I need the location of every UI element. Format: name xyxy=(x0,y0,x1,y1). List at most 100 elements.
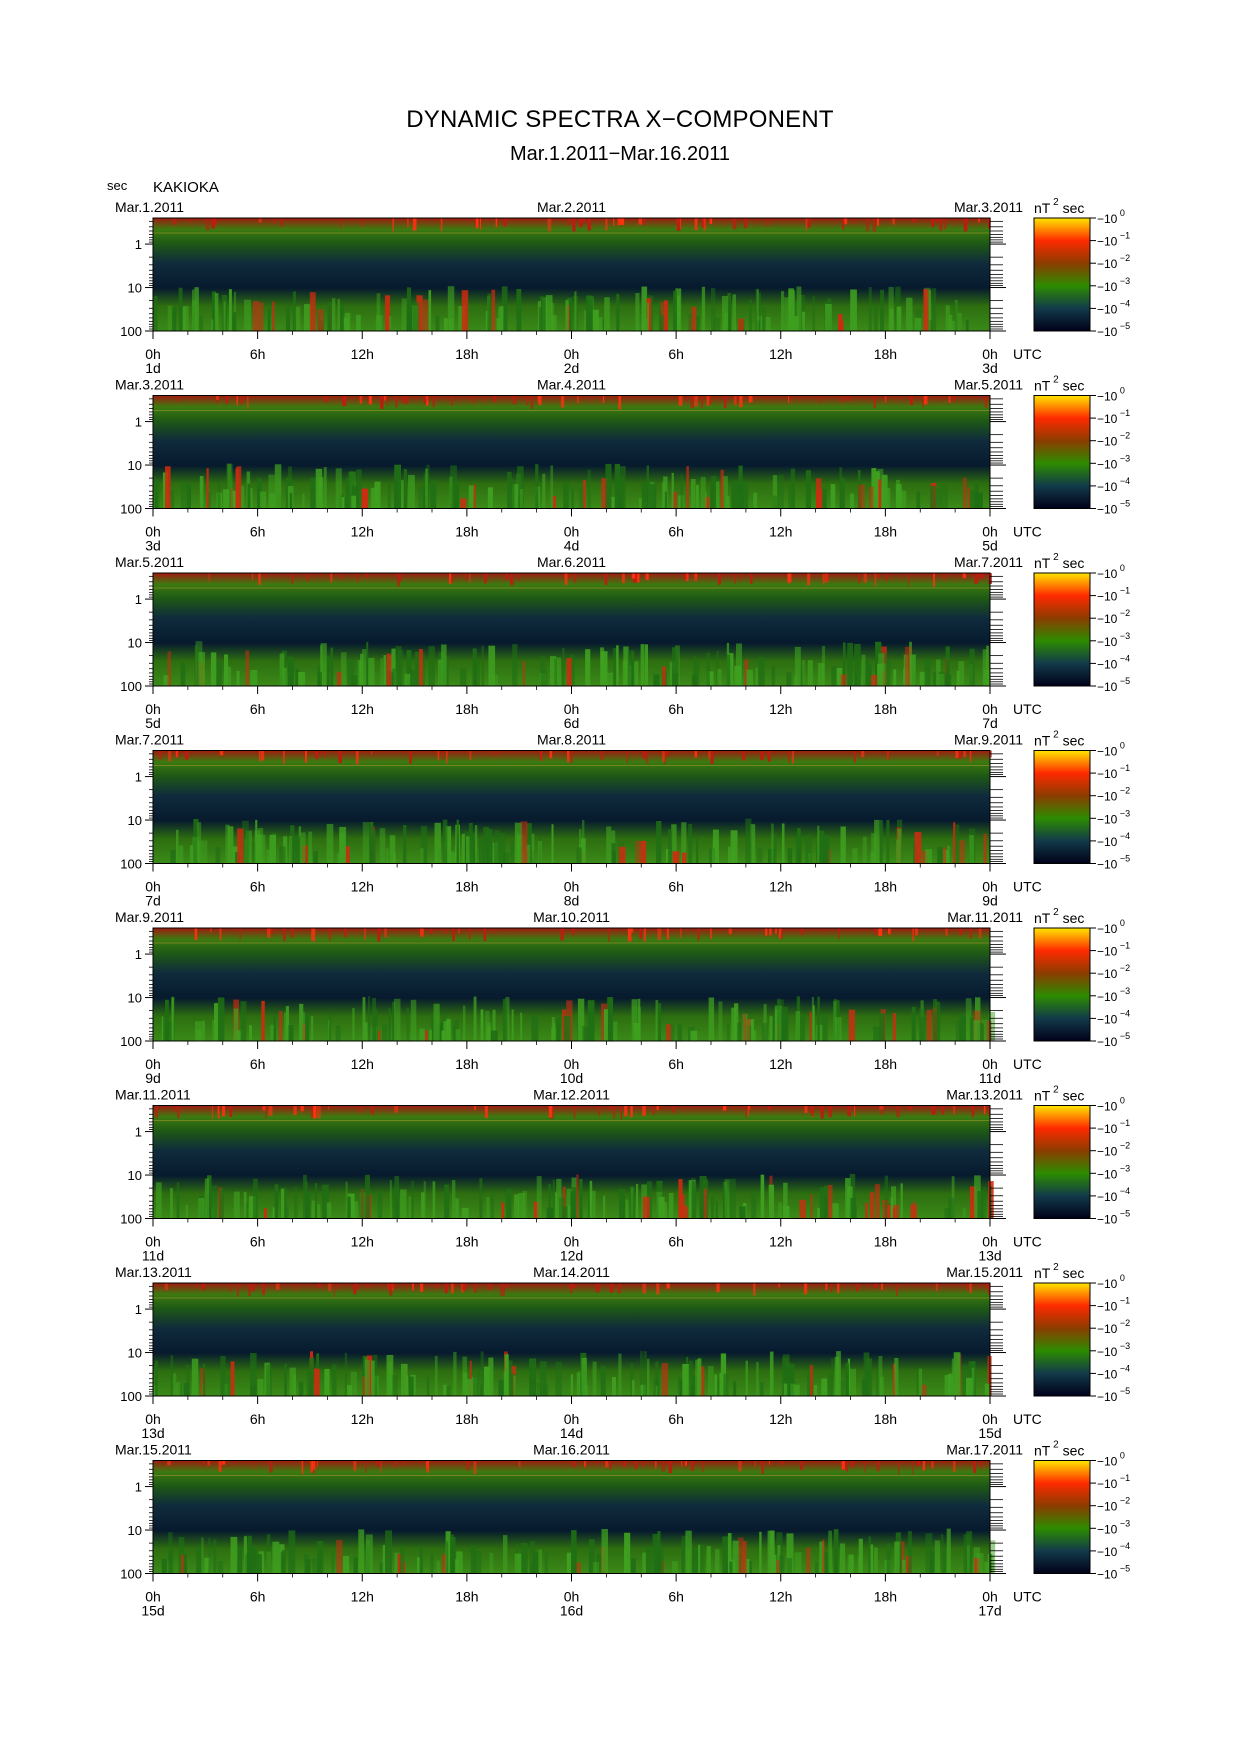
spectral-speck xyxy=(174,1105,177,1112)
colorbar-tick-label: −10 −4 xyxy=(1097,1008,1130,1026)
spectral-speck xyxy=(156,1105,158,1119)
spectral-speck xyxy=(936,750,939,756)
spectral-streak xyxy=(887,1205,891,1219)
spectral-streak xyxy=(956,312,962,331)
spectral-streak xyxy=(170,489,175,509)
spectral-streak xyxy=(163,675,169,686)
spectral-streak xyxy=(703,1188,707,1219)
spectral-speck xyxy=(444,928,447,935)
spectral-speck xyxy=(874,573,877,587)
colorbar-tick-base: −10 xyxy=(1097,590,1118,604)
spectral-speck xyxy=(700,395,704,408)
spectral-speck xyxy=(359,395,363,404)
spectral-speck xyxy=(874,928,877,935)
spectral-speck xyxy=(963,218,968,232)
spectral-streak xyxy=(372,1009,378,1041)
spectral-streak xyxy=(450,465,457,509)
spectral-streak xyxy=(521,1542,528,1574)
colorbar-tick-base: −10 xyxy=(1097,235,1118,249)
spectral-streak xyxy=(571,488,574,509)
panel-right-date: Mar.7.2011 xyxy=(954,554,1023,570)
spectral-streak xyxy=(308,831,313,864)
spectral-streak xyxy=(208,1537,211,1574)
spectral-streak xyxy=(443,1021,451,1041)
x-tick-label: 6h xyxy=(668,346,684,362)
spectral-speck xyxy=(609,1283,614,1293)
x-tick-label: 12h xyxy=(769,346,792,362)
spectral-streak xyxy=(770,1555,777,1574)
spectral-speck xyxy=(841,395,843,403)
spectral-streak xyxy=(989,1540,996,1574)
spectral-streak xyxy=(356,469,362,509)
day-label: 17d xyxy=(978,1603,1001,1619)
spectral-streak xyxy=(668,829,673,864)
spectral-streak xyxy=(925,849,932,864)
spectral-streak xyxy=(453,1351,457,1396)
spectral-streak xyxy=(828,1530,833,1574)
spectral-streak xyxy=(455,1198,459,1219)
spectral-streak xyxy=(878,1356,883,1396)
spectral-streak xyxy=(585,649,591,686)
spectral-speck xyxy=(305,750,307,763)
spectral-speck xyxy=(908,573,910,587)
spectral-streak xyxy=(259,491,266,509)
spectral-streak xyxy=(369,829,376,864)
spectral-speck xyxy=(265,1105,268,1119)
spectral-streak xyxy=(409,1376,414,1396)
spectral-speck xyxy=(219,928,222,941)
spectral-streak xyxy=(551,1017,555,1041)
spectral-streak xyxy=(758,657,765,686)
spectral-streak xyxy=(435,315,440,331)
spectral-streak xyxy=(180,1554,187,1574)
colorbar-tick-base: −10 xyxy=(1097,612,1118,626)
spectral-speck xyxy=(396,573,400,587)
spectral-streak xyxy=(574,291,577,331)
spectral-streak xyxy=(610,496,618,509)
spectral-streak xyxy=(456,819,459,864)
colorbar-tick-exp: −5 xyxy=(1117,1564,1130,1574)
spectral-streak xyxy=(288,1530,296,1574)
spectral-streak xyxy=(266,1364,272,1396)
spectral-speck xyxy=(630,1105,633,1118)
spectral-streak xyxy=(710,1197,715,1219)
spectral-streak xyxy=(619,1189,625,1219)
spectral-speck xyxy=(959,750,962,759)
spectral-streak xyxy=(306,1191,311,1219)
spectral-streak xyxy=(210,652,217,686)
spectral-streak xyxy=(294,836,301,864)
spectral-streak xyxy=(880,663,887,686)
colorbar-scale xyxy=(1033,1460,1091,1574)
colorbar-tick-exp: −4 xyxy=(1117,476,1130,486)
x-tick-label: 18h xyxy=(874,1411,897,1427)
spectral-streak xyxy=(516,289,522,331)
x-tick-label: 18h xyxy=(455,1589,478,1605)
colorbar-unit-suffix: sec xyxy=(1059,1088,1085,1104)
spectral-streak xyxy=(370,1360,375,1396)
spectral-streak xyxy=(661,482,666,509)
spectral-speck xyxy=(483,928,487,941)
spectral-streak xyxy=(470,1545,477,1574)
spectral-streak xyxy=(974,1175,981,1219)
spectral-streak xyxy=(944,1374,951,1396)
spectral-streak xyxy=(484,1366,490,1396)
spectral-speck xyxy=(978,218,980,223)
y-tick-label: 1 xyxy=(135,1125,142,1140)
spectral-speck xyxy=(613,218,615,227)
spectral-speck xyxy=(788,395,790,403)
spectral-speck xyxy=(547,218,552,232)
colorbar-tick-label: −10 −1 xyxy=(1097,408,1130,426)
spectral-streak xyxy=(284,1207,289,1219)
spectral-streak xyxy=(618,1353,622,1396)
colorbar-tick-exp: −4 xyxy=(1117,831,1130,841)
colorbar: nT 2 sec−10 0−10 −1−10 −2−10 −3−10 −4−10… xyxy=(1033,1440,1130,1582)
x-tick-label: 12h xyxy=(351,701,374,717)
spectral-streak xyxy=(720,469,724,509)
spectral-streak xyxy=(182,306,189,331)
spectral-streak xyxy=(446,1385,451,1396)
spectral-speck xyxy=(621,573,625,584)
spectral-streak xyxy=(512,484,519,509)
colorbar-tick-exp: −3 xyxy=(1117,1163,1130,1173)
spectral-streak xyxy=(185,1204,188,1219)
spectral-streak xyxy=(601,478,609,509)
panel-mid-date: Mar.12.2011 xyxy=(533,1087,610,1103)
